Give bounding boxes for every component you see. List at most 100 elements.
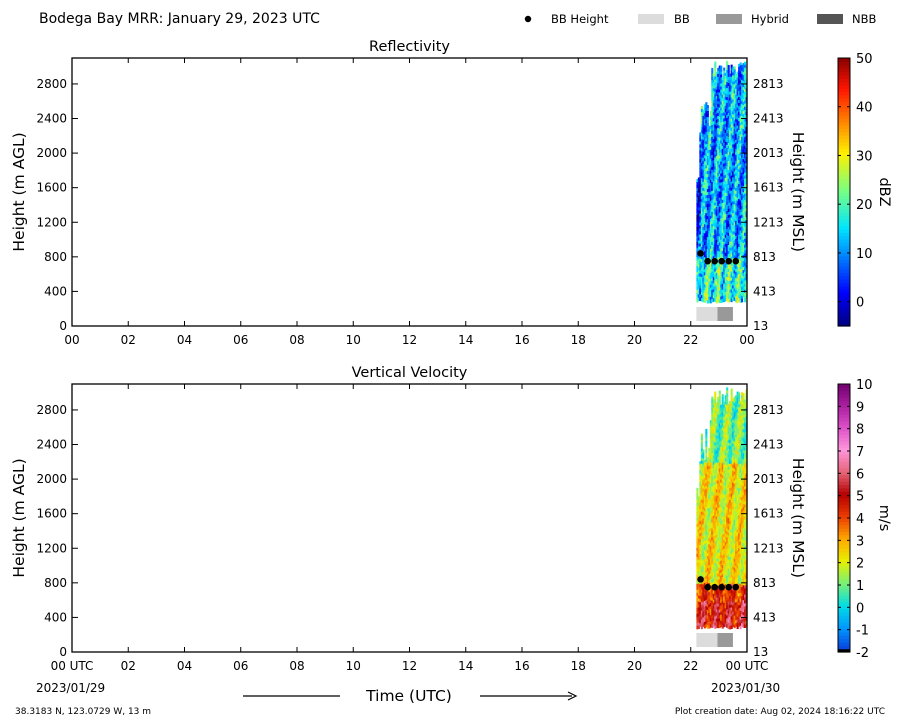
x-tick-label: 22: [683, 333, 698, 347]
end-date-label: 2023/01/30: [711, 681, 780, 695]
panel-reflectivity: Reflectivity0400800120016002000240028001…: [10, 39, 892, 347]
x-tick-label: 16: [514, 333, 529, 347]
x-tick-label: 18: [571, 659, 586, 673]
panel-title: Reflectivity: [369, 39, 450, 55]
bb-height-point: [711, 583, 718, 591]
colorbar-tick-label: 20: [856, 198, 873, 213]
x-tick-label: 00: [739, 333, 754, 347]
x-tick-label: 14: [458, 659, 473, 673]
bb-type-bar: [696, 307, 733, 321]
start-date-label: 2023/01/29: [36, 681, 105, 695]
colorbar-tick-label: 3: [856, 534, 864, 549]
bb-type-bar: [696, 633, 733, 647]
y-axis-label-right: Height (m MSL): [789, 132, 807, 252]
colorbar-tick-label: 9: [856, 400, 864, 415]
panel-title: Vertical Velocity: [352, 365, 468, 381]
legend-hybrid-swatch: [716, 14, 742, 24]
legend-bb-height-marker: [524, 15, 532, 23]
colorbar-tick-label: -2: [856, 646, 869, 661]
y-axis-label-right: Height (m MSL): [789, 458, 807, 578]
bb-type-segment-hybrid: [717, 307, 733, 321]
x-tick-label: 10: [346, 333, 361, 347]
y-tick-label: 2800: [36, 403, 67, 417]
colorbar-tick-label: 10: [856, 378, 873, 393]
y-right-tick-label: 2013: [753, 146, 784, 160]
colorbar-tick-label: 5: [856, 490, 864, 505]
y-right-tick-label: 2813: [753, 77, 784, 91]
bb-height-point: [697, 576, 704, 583]
x-tick-label: 08: [289, 659, 304, 673]
x-tick-label: 04: [177, 333, 192, 347]
heatmap-field: [696, 60, 748, 304]
y-tick-label: 1200: [36, 215, 67, 229]
station-location: 38.3183 N, 123.0729 W, 13 m: [15, 707, 151, 717]
x-tick-label: 20: [627, 333, 642, 347]
bb-height-point: [718, 257, 725, 265]
x-tick-label: 08: [289, 333, 304, 347]
colorbar-label: dBZ: [876, 177, 892, 206]
colorbar-tick-label: 6: [856, 467, 864, 482]
bb-height-point: [725, 583, 733, 591]
y-tick-label: 0: [59, 645, 67, 659]
x-tick-label: 18: [571, 333, 586, 347]
y-tick-label: 2400: [36, 112, 67, 126]
x-tick-label: 02: [121, 333, 136, 347]
bb-height-point: [697, 250, 704, 257]
colorbar-label: m/s: [876, 505, 892, 532]
bb-height-point: [725, 257, 733, 265]
y-tick-label: 1600: [36, 507, 67, 521]
x-tick-label: 02: [121, 659, 136, 673]
plot-frame: [71, 57, 748, 327]
panel-vertical-velocity: Vertical Velocity04008001200160020002400…: [10, 365, 892, 673]
arrow-right-icon: [567, 691, 578, 701]
y-tick-label: 0: [59, 319, 67, 333]
y-right-tick-label: 413: [753, 610, 776, 624]
y-axis-label: Height (m AGL): [10, 132, 28, 251]
x-tick-label: 22: [683, 659, 698, 673]
x-tick-label: 06: [233, 333, 248, 347]
plot-frame: [71, 383, 748, 653]
y-tick-label: 2800: [36, 77, 67, 91]
x-tick-label: 12: [402, 659, 417, 673]
colorbar-tick-label: 4: [856, 512, 864, 527]
legend-bb-swatch: [638, 14, 664, 24]
y-tick-label: 800: [44, 250, 67, 264]
bb-height-point: [718, 583, 725, 591]
chart-main-title: Bodega Bay MRR: January 29, 2023 UTC: [39, 11, 320, 27]
y-tick-label: 1200: [36, 541, 67, 555]
colorbar-tick-label: -1: [856, 624, 869, 639]
x-tick-label: 16: [514, 659, 529, 673]
y-tick-label: 1600: [36, 181, 67, 195]
y-right-tick-label: 2013: [753, 472, 784, 486]
colorbar-tick-label: 10: [856, 247, 873, 262]
colorbar-tick-label: 0: [856, 601, 864, 616]
y-tick-label: 800: [44, 576, 67, 590]
bb-type-segment-hybrid: [717, 633, 733, 647]
x-tick-label: 12: [402, 333, 417, 347]
legend-bb-label: BB: [674, 12, 690, 26]
y-right-tick-label: 2813: [753, 403, 784, 417]
bb-height-point: [711, 257, 718, 265]
colorbar: 0 10 20 30 40 50 dBZ: [837, 52, 892, 327]
colorbar-tick-label: 30: [856, 149, 873, 164]
x-tick-label: 00 UTC: [51, 659, 94, 673]
legend-hybrid-label: Hybrid: [751, 12, 789, 26]
bb-type-segment-bb: [696, 633, 718, 647]
heatmap-field: [696, 387, 748, 630]
colorbar-tick-label: 2: [856, 557, 864, 572]
y-tick-label: 2400: [36, 438, 67, 452]
y-right-tick-label: 2413: [753, 112, 784, 126]
colorbar-tick-label: 40: [856, 101, 873, 116]
y-right-tick-label: 813: [753, 576, 776, 590]
y-tick-label: 400: [44, 284, 67, 298]
colorbar-tick-label: 1: [856, 579, 864, 594]
y-right-tick-label: 2413: [753, 438, 784, 452]
y-right-tick-label: 1613: [753, 181, 784, 195]
x-tick-label: 00 UTC: [726, 659, 769, 673]
y-right-tick-label: 813: [753, 250, 776, 264]
colorbar-tick-label: 50: [856, 52, 873, 67]
bb-height-point: [732, 257, 740, 265]
x-tick-label: 00: [64, 333, 79, 347]
y-axis-label: Height (m AGL): [10, 458, 28, 577]
